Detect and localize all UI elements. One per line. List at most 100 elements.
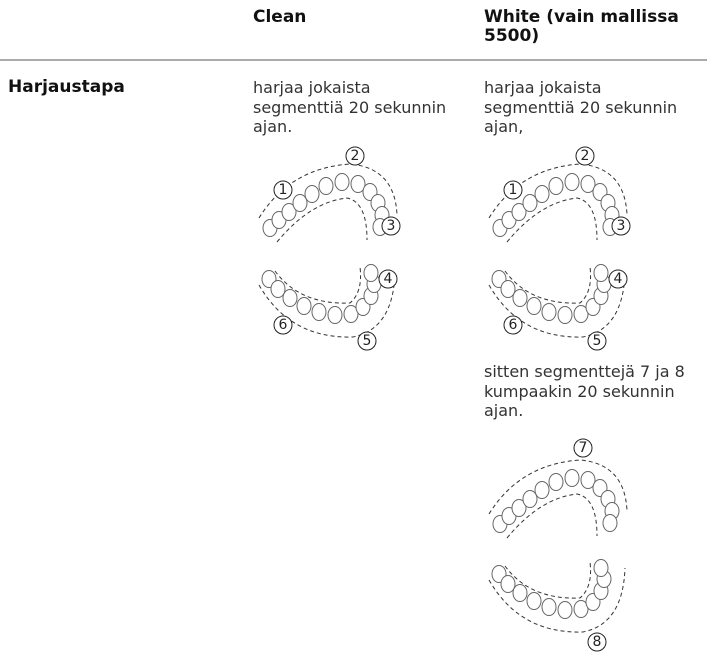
- segment-outline: [504, 266, 591, 304]
- tooth: [580, 471, 596, 489]
- tooth: [343, 305, 359, 323]
- segment-badge: [357, 331, 377, 351]
- segment-number: 2: [581, 148, 590, 164]
- segment-number: 4: [384, 271, 393, 287]
- tooth: [526, 297, 542, 315]
- tooth: [526, 592, 542, 610]
- segment-number: 5: [593, 333, 602, 349]
- tooth: [281, 203, 297, 221]
- segment-number: 1: [279, 182, 288, 198]
- tooth: [296, 297, 312, 315]
- segment-number: 5: [363, 333, 372, 349]
- teeth-diagram: 1 2 3: [258, 146, 401, 243]
- segment-badge: [503, 180, 523, 200]
- tooth: [573, 600, 589, 618]
- segment-badge: [273, 315, 293, 335]
- tooth: [580, 175, 596, 193]
- segment-badge: [503, 315, 523, 335]
- tooth: [593, 559, 609, 577]
- tooth: [311, 303, 327, 321]
- segment-outline: [488, 459, 628, 515]
- segment-number: 3: [617, 218, 626, 234]
- segment-number: 4: [614, 271, 623, 287]
- instruction: harjaa jokaista segmenttiä 20 sekunnin a…: [484, 78, 677, 137]
- tooth: [363, 264, 379, 282]
- segment-outline: [258, 272, 396, 338]
- segment-badge: [575, 146, 595, 166]
- tooth: [500, 575, 516, 593]
- tooth: [512, 584, 528, 602]
- segment-badge: [345, 146, 365, 166]
- tooth: [522, 490, 538, 508]
- row-label: Harjaustapa: [8, 77, 125, 97]
- tooth: [304, 185, 320, 203]
- segment-badge: [378, 269, 398, 289]
- text-line: harjaa jokaista: [484, 78, 602, 97]
- tooth: [270, 280, 286, 298]
- teeth-diagram: 8: [488, 559, 626, 652]
- segment-outline: [504, 561, 591, 599]
- segment-outline: [274, 266, 361, 304]
- segment-badge: [573, 438, 593, 458]
- text-line: ajan.: [484, 401, 524, 420]
- column-header: Clean: [253, 7, 307, 27]
- tooth: [557, 601, 573, 619]
- segment-badge: [611, 216, 631, 236]
- text-line: ajan.: [253, 117, 293, 136]
- teeth-diagram: 4 5 6: [488, 264, 628, 351]
- segment-outline: [488, 272, 626, 338]
- segment-badge: [273, 180, 293, 200]
- segment-badge: [587, 632, 607, 652]
- tooth: [573, 305, 589, 323]
- tooth: [534, 481, 550, 499]
- tooth: [350, 175, 366, 193]
- segment-badge: [587, 331, 607, 351]
- segment-number: 6: [509, 317, 518, 333]
- header-line: 5500): [484, 26, 540, 46]
- segment-number: 7: [579, 440, 588, 456]
- column-header: White (vain mallissa 5500): [484, 8, 679, 46]
- teeth-diagram: 7: [488, 438, 628, 539]
- tooth: [500, 280, 516, 298]
- instruction: harjaa jokaista segmenttiä 20 sekunnin a…: [253, 78, 446, 137]
- teeth-diagram: 1 2 3: [488, 146, 631, 243]
- tooth: [534, 185, 550, 203]
- segment-outline: [506, 493, 598, 539]
- text-line: sitten segmenttejä 7 ja 8: [484, 362, 685, 381]
- instruction: sitten segmenttejä 7 ja 8 kumpaakin 20 s…: [484, 362, 685, 421]
- tooth: [548, 473, 564, 491]
- tooth: [593, 264, 609, 282]
- tooth: [327, 306, 343, 324]
- header-line: White (vain mallissa: [484, 7, 679, 27]
- segment-number: 6: [279, 317, 288, 333]
- teeth-diagram: 4 5 6: [258, 264, 398, 351]
- tooth: [564, 173, 580, 191]
- tooth: [564, 469, 580, 487]
- tooth: [511, 499, 527, 517]
- tooth: [292, 194, 308, 212]
- tooth: [511, 203, 527, 221]
- tooth: [512, 289, 528, 307]
- segment-badge: [608, 269, 628, 289]
- tooth: [522, 194, 538, 212]
- segment-outline: [506, 197, 598, 243]
- segment-outline: [488, 567, 626, 633]
- text-line: harjaa jokaista: [253, 78, 371, 97]
- tooth: [334, 173, 350, 191]
- tooth: [541, 303, 557, 321]
- text-line: segmenttiä 20 sekunnin: [484, 97, 678, 117]
- text-line: segmenttiä 20 sekunnin: [253, 97, 447, 117]
- segment-outline: [276, 197, 368, 243]
- tooth: [318, 177, 334, 195]
- tooth: [541, 598, 557, 616]
- segment-badge: [381, 216, 401, 236]
- segment-number: 3: [387, 218, 396, 234]
- tooth: [602, 514, 618, 532]
- text-line: kumpaakin 20 sekunnin: [484, 381, 675, 401]
- segment-outline: [488, 163, 628, 219]
- segment-number: 8: [593, 634, 602, 650]
- tooth: [548, 177, 564, 195]
- segment-number: 2: [351, 148, 360, 164]
